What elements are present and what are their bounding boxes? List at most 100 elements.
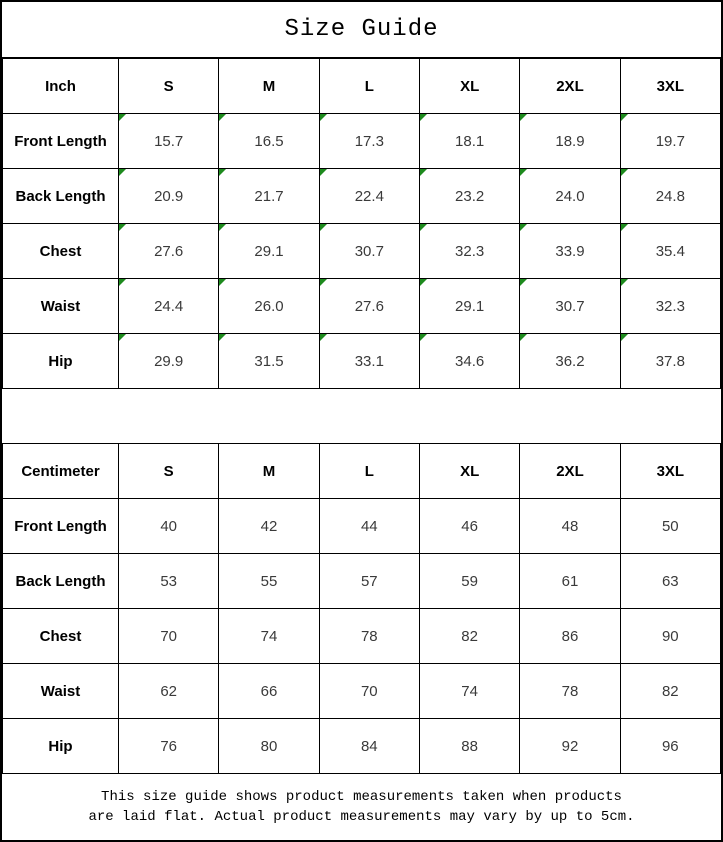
table-row: Hip 76 80 84 88 92 96 (2, 718, 722, 774)
green-corner-marker-icon (620, 169, 628, 176)
row-label: Waist (2, 663, 119, 719)
size-value-cell: 66 (218, 663, 320, 719)
row-label: Hip (2, 718, 119, 774)
green-corner-marker-icon (419, 279, 427, 286)
table-row: Waist 24.4 26.0 27.6 29.1 30.7 32.3 (2, 278, 722, 334)
size-value-cell: 44 (318, 498, 420, 554)
size-value-cell: 70 (117, 608, 220, 664)
size-value-cell: 27.6 (117, 223, 220, 279)
table-spacer (2, 389, 721, 443)
size-value-cell: 80 (218, 718, 320, 774)
size-value-cell: 31.5 (218, 333, 320, 389)
size-value-cell: 17.3 (318, 113, 420, 169)
size-value-cell: 34.6 (418, 333, 521, 389)
size-value-cell: 63 (619, 553, 722, 609)
size-value-cell: 88 (418, 718, 521, 774)
row-label: Chest (2, 223, 119, 279)
size-value-cell: 92 (519, 718, 621, 774)
green-corner-marker-icon (419, 334, 427, 341)
green-corner-marker-icon (520, 114, 528, 121)
size-value-cell: 26.0 (218, 278, 320, 334)
green-corner-marker-icon (520, 334, 528, 341)
size-value-cell: 20.9 (117, 168, 220, 224)
size-value-cell: 24.0 (519, 168, 621, 224)
size-value-cell: 48 (519, 498, 621, 554)
size-value-cell: 35.4 (619, 223, 722, 279)
size-column-header: L (318, 443, 420, 499)
size-value-cell: 82 (619, 663, 722, 719)
table-row: Chest 27.6 29.1 30.7 32.3 33.9 35.4 (2, 223, 722, 279)
green-corner-marker-icon (119, 169, 126, 176)
unit-header-cell: Inch (2, 58, 119, 114)
green-corner-marker-icon (119, 114, 126, 121)
size-value-cell: 32.3 (418, 223, 521, 279)
size-value-cell: 19.7 (619, 113, 722, 169)
row-label: Waist (2, 278, 119, 334)
size-value-cell: 74 (218, 608, 320, 664)
size-value-cell: 96 (619, 718, 722, 774)
size-value-cell: 62 (117, 663, 220, 719)
green-corner-marker-icon (319, 279, 327, 286)
size-value-cell: 27.6 (318, 278, 420, 334)
size-value-cell: 15.7 (117, 113, 220, 169)
header-row: Centimeter S M L XL 2XL 3XL (2, 443, 722, 499)
size-value-cell: 46 (418, 498, 521, 554)
size-column-header: M (218, 58, 320, 114)
green-corner-marker-icon (620, 114, 628, 121)
size-column-header: M (218, 443, 320, 499)
size-value-cell: 90 (619, 608, 722, 664)
green-corner-marker-icon (119, 334, 126, 341)
table-row: Back Length 53 55 57 59 61 63 (2, 553, 722, 609)
green-corner-marker-icon (520, 169, 528, 176)
green-corner-marker-icon (219, 279, 227, 286)
size-value-cell: 78 (318, 608, 420, 664)
header-row: Inch S M L XL 2XL 3XL (2, 58, 722, 114)
table-row: Back Length 20.9 21.7 22.4 23.2 24.0 24.8 (2, 168, 722, 224)
size-value-cell: 78 (519, 663, 621, 719)
size-value-cell: 30.7 (318, 223, 420, 279)
green-corner-marker-icon (119, 224, 126, 231)
table-row: Hip 29.9 31.5 33.1 34.6 36.2 37.8 (2, 333, 722, 389)
size-column-header: S (117, 58, 220, 114)
size-value-cell: 18.1 (418, 113, 521, 169)
row-label: Back Length (2, 168, 119, 224)
size-value-cell: 22.4 (318, 168, 420, 224)
size-value-cell: 21.7 (218, 168, 320, 224)
size-value-cell: 16.5 (218, 113, 320, 169)
size-column-header: 2XL (519, 58, 621, 114)
green-corner-marker-icon (620, 224, 628, 231)
size-value-cell: 18.9 (519, 113, 621, 169)
green-corner-marker-icon (319, 169, 327, 176)
green-corner-marker-icon (520, 279, 528, 286)
size-value-cell: 29.1 (218, 223, 320, 279)
green-corner-marker-icon (520, 224, 528, 231)
size-value-cell: 24.4 (117, 278, 220, 334)
footer-note-line2: are laid flat. Actual product measuremen… (88, 809, 635, 825)
size-column-header: 3XL (619, 443, 722, 499)
size-value-cell: 76 (117, 718, 220, 774)
size-value-cell: 30.7 (519, 278, 621, 334)
unit-header-cell: Centimeter (2, 443, 119, 499)
size-value-cell: 74 (418, 663, 521, 719)
table-row: Front Length 15.7 16.5 17.3 18.1 18.9 19.7 (2, 113, 722, 169)
size-column-header: S (117, 443, 220, 499)
green-corner-marker-icon (219, 334, 227, 341)
size-value-cell: 82 (418, 608, 521, 664)
size-value-cell: 40 (117, 498, 220, 554)
green-corner-marker-icon (419, 169, 427, 176)
row-label: Back Length (2, 553, 119, 609)
row-label: Front Length (2, 113, 119, 169)
size-value-cell: 53 (117, 553, 220, 609)
green-corner-marker-icon (219, 169, 227, 176)
size-table-centimeter: Centimeter S M L XL 2XL 3XL Front Length 40 42 44 4… (2, 443, 722, 774)
size-value-cell: 36.2 (519, 333, 621, 389)
size-value-cell: 55 (218, 553, 320, 609)
size-column-header: L (318, 58, 420, 114)
table-row: Chest 70 74 78 82 86 90 (2, 608, 722, 664)
table-row: Waist 62 66 70 74 78 82 (2, 663, 722, 719)
size-value-cell: 24.8 (619, 168, 722, 224)
footer-note: This size guide shows product measuremen… (2, 774, 721, 840)
green-corner-marker-icon (419, 114, 427, 121)
size-value-cell: 37.8 (619, 333, 722, 389)
